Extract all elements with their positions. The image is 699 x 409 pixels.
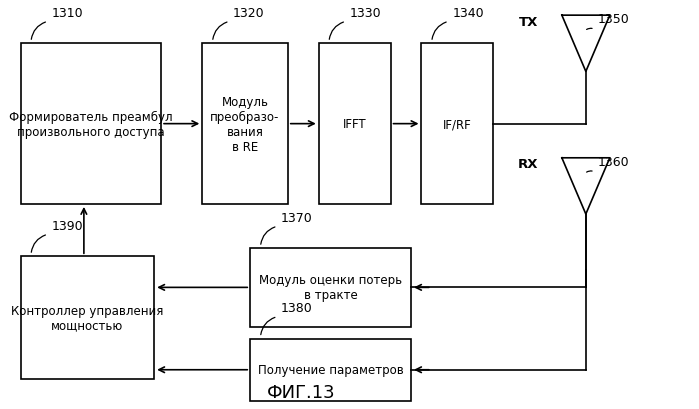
Text: 1380: 1380 [281,302,312,315]
FancyBboxPatch shape [202,44,288,204]
Text: ФИГ.13: ФИГ.13 [267,383,336,401]
Text: 1350: 1350 [598,13,630,26]
Text: TX: TX [519,16,538,29]
Text: Получение параметров: Получение параметров [258,363,403,376]
FancyBboxPatch shape [319,44,391,204]
Text: 1340: 1340 [452,7,484,20]
Text: 1370: 1370 [281,211,312,225]
Text: Контроллер управления
мощностью: Контроллер управления мощностью [11,304,164,332]
FancyBboxPatch shape [21,44,161,204]
Text: 1390: 1390 [52,220,83,233]
Text: 1330: 1330 [350,7,381,20]
Text: Формирователь преамбул
произвольного доступа: Формирователь преамбул произвольного дос… [9,110,173,138]
FancyBboxPatch shape [421,44,493,204]
Text: RX: RX [517,158,538,171]
FancyBboxPatch shape [21,256,154,379]
Text: Модуль оценки потерь
в тракте: Модуль оценки потерь в тракте [259,274,402,301]
Text: IFFT: IFFT [343,118,366,131]
Text: 1360: 1360 [598,155,630,169]
Text: 1320: 1320 [233,7,265,20]
Text: 1310: 1310 [52,7,83,20]
FancyBboxPatch shape [250,249,411,327]
Text: Модуль
преобразо-
вания
в RE: Модуль преобразо- вания в RE [210,95,280,153]
Text: IF/RF: IF/RF [443,118,472,131]
FancyBboxPatch shape [250,339,411,401]
